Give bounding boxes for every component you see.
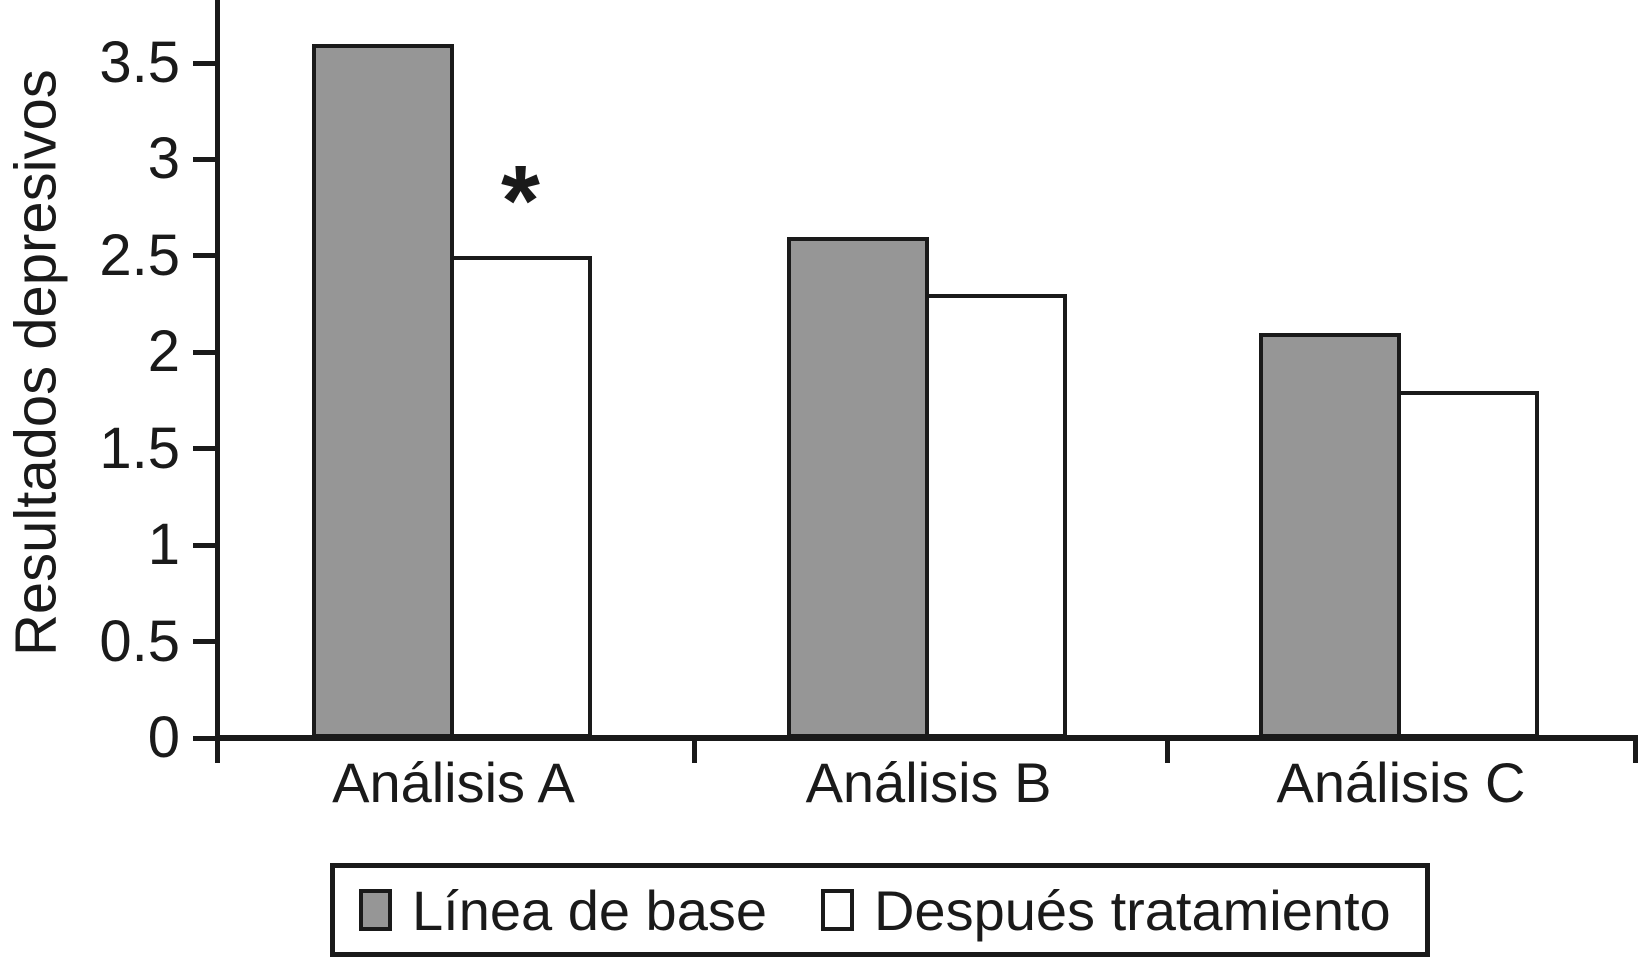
- y-tick: [193, 735, 215, 741]
- y-tick-label: 3.5: [99, 30, 180, 95]
- bar-después-tratamiento: [449, 255, 592, 738]
- y-tick: [193, 542, 215, 548]
- y-tick: [193, 60, 215, 66]
- y-tick-label: 1: [147, 512, 180, 578]
- category-label: Análisis B: [805, 751, 1052, 814]
- y-tick: [193, 639, 215, 645]
- y-tick-label: 2.5: [99, 222, 180, 288]
- y-tick: [193, 253, 215, 259]
- legend-label-linea-de-base: Línea de base: [412, 878, 767, 942]
- y-axis-line: [215, 0, 220, 763]
- legend-item-despues-tratamiento: Después tratamiento: [820, 878, 1391, 943]
- y-tick-label: 0.5: [99, 608, 180, 674]
- bar-después-tratamiento: [924, 294, 1067, 738]
- bar-línea-de-base: [786, 236, 929, 738]
- y-tick-label: 1.5: [99, 415, 180, 481]
- y-tick: [193, 446, 215, 452]
- y-tick-label: 2: [147, 319, 180, 385]
- bar-después-tratamiento: [1397, 390, 1539, 738]
- legend-label-despues-tratamiento: Después tratamiento: [873, 878, 1391, 942]
- legend-item-linea-de-base: Línea de base: [359, 878, 767, 943]
- x-axis-tick: [1165, 741, 1170, 763]
- y-tick-label: 0: [147, 705, 180, 770]
- category-label: Análisis C: [1276, 751, 1526, 814]
- x-axis-tick: [692, 741, 697, 763]
- significance-asterisk: *: [501, 144, 540, 257]
- legend-swatch-gray: [359, 889, 392, 931]
- y-tick: [193, 156, 215, 162]
- y-tick: [193, 349, 215, 355]
- category-label: Análisis A: [332, 751, 575, 814]
- legend: Línea de base Después tratamiento: [330, 863, 1430, 957]
- bar-línea-de-base: [311, 43, 454, 738]
- y-tick-label: 3: [147, 126, 180, 192]
- legend-swatch-white: [820, 889, 854, 931]
- x-axis-line: [215, 735, 1638, 741]
- x-axis-tick: [1633, 741, 1638, 763]
- bar-línea-de-base: [1259, 333, 1401, 738]
